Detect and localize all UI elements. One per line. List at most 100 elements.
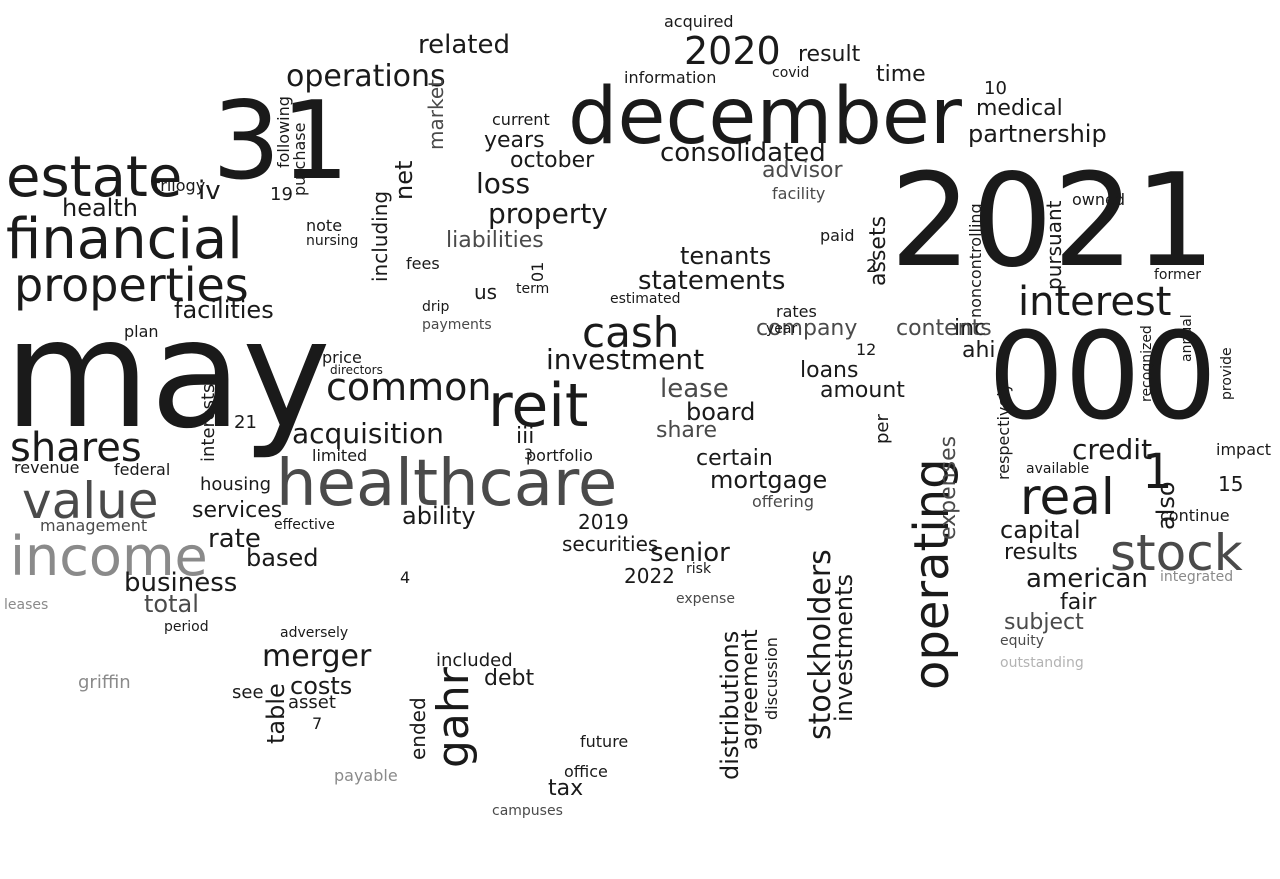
word: market bbox=[424, 79, 448, 150]
word: rate bbox=[208, 524, 261, 554]
word: business bbox=[124, 568, 238, 598]
word: including bbox=[368, 190, 392, 282]
word: shares bbox=[10, 425, 142, 471]
word: reit bbox=[488, 371, 589, 441]
word: continue bbox=[1160, 506, 1230, 525]
word: purchase bbox=[290, 122, 309, 196]
word: lease bbox=[660, 374, 729, 404]
word: 4 bbox=[400, 568, 411, 587]
word: capital bbox=[1000, 516, 1081, 544]
word: investments bbox=[830, 573, 858, 722]
word: company bbox=[756, 316, 858, 341]
word: merger bbox=[262, 639, 372, 674]
word: equity bbox=[1000, 633, 1045, 649]
word: loss bbox=[476, 167, 531, 200]
word: loans bbox=[800, 358, 859, 383]
word: subject bbox=[1004, 610, 1084, 635]
word: 10 bbox=[984, 78, 1007, 99]
word: included bbox=[436, 650, 513, 671]
word: iii bbox=[516, 424, 535, 449]
word: agreement bbox=[738, 629, 763, 750]
word: available bbox=[1026, 461, 1090, 477]
word: results bbox=[1004, 540, 1078, 565]
word: management bbox=[40, 516, 148, 535]
word: risk bbox=[686, 561, 712, 577]
word: interest bbox=[1018, 279, 1172, 325]
word: 12 bbox=[856, 340, 877, 359]
word: ahi bbox=[962, 338, 996, 363]
word: campuses bbox=[492, 803, 563, 819]
word: impact bbox=[1216, 440, 1272, 459]
word: board bbox=[686, 398, 756, 426]
word: related bbox=[418, 30, 510, 60]
word: noncontrolling bbox=[966, 203, 985, 318]
word: estimated bbox=[610, 291, 681, 307]
word: integrated bbox=[1160, 569, 1234, 585]
word: expense bbox=[676, 591, 735, 607]
word: us bbox=[474, 280, 498, 304]
word: 01 bbox=[528, 261, 547, 282]
word: stock bbox=[1110, 524, 1243, 582]
word: owned bbox=[1072, 190, 1126, 209]
word: expenses bbox=[936, 435, 961, 540]
word: operations bbox=[286, 59, 446, 94]
word: facility bbox=[772, 184, 826, 203]
word: financial bbox=[6, 207, 243, 272]
word: total bbox=[144, 590, 199, 618]
word: outstanding bbox=[1000, 655, 1084, 671]
word: liabilities bbox=[446, 228, 544, 253]
word: services bbox=[192, 498, 283, 523]
word: healthcare bbox=[276, 447, 618, 521]
word: payable bbox=[334, 766, 398, 785]
word: respectively bbox=[994, 382, 1013, 480]
word: rates bbox=[776, 302, 817, 321]
word: 2022 bbox=[624, 564, 675, 588]
word: following bbox=[274, 96, 293, 168]
word: december bbox=[568, 72, 962, 162]
word: debt bbox=[484, 666, 535, 691]
word: common bbox=[326, 365, 492, 409]
word: office bbox=[564, 762, 608, 781]
word: plan bbox=[124, 322, 159, 341]
word: year bbox=[766, 321, 798, 337]
word: securities bbox=[562, 532, 659, 556]
word: time bbox=[876, 62, 926, 87]
word: certain bbox=[696, 446, 773, 471]
word: 7 bbox=[312, 714, 323, 733]
word: offering bbox=[752, 492, 814, 511]
word: leases bbox=[4, 597, 49, 613]
word: gahr bbox=[428, 667, 479, 768]
word: trilogy bbox=[154, 176, 206, 195]
word: estate bbox=[6, 145, 183, 210]
word: share bbox=[656, 418, 717, 443]
word: costs bbox=[290, 672, 353, 700]
word: effective bbox=[274, 517, 335, 533]
word: health bbox=[62, 194, 138, 222]
word: federal bbox=[114, 460, 171, 479]
word: income bbox=[10, 525, 208, 588]
word: fair bbox=[1060, 590, 1097, 615]
word: 19 bbox=[270, 184, 293, 205]
word: senior bbox=[650, 538, 730, 568]
word: note bbox=[306, 216, 343, 235]
word: cash bbox=[582, 308, 680, 357]
word: iv bbox=[198, 176, 221, 206]
word: ability bbox=[402, 502, 476, 530]
word: portfolio bbox=[526, 446, 593, 465]
word: property bbox=[488, 197, 608, 230]
word: investment bbox=[546, 343, 705, 376]
word: interests bbox=[198, 383, 219, 462]
word: result bbox=[798, 42, 861, 67]
word: recognized bbox=[1139, 325, 1155, 402]
word: tenants bbox=[680, 242, 772, 270]
word: net bbox=[390, 160, 418, 200]
word: payments bbox=[422, 317, 492, 333]
word: griffin bbox=[78, 672, 131, 693]
word: paid bbox=[820, 226, 855, 245]
word: 2019 bbox=[578, 510, 629, 534]
word: 15 bbox=[1218, 472, 1244, 496]
word: current bbox=[492, 110, 550, 129]
word: adversely bbox=[280, 625, 349, 641]
word: 3 bbox=[524, 447, 533, 463]
word: see bbox=[232, 682, 264, 703]
